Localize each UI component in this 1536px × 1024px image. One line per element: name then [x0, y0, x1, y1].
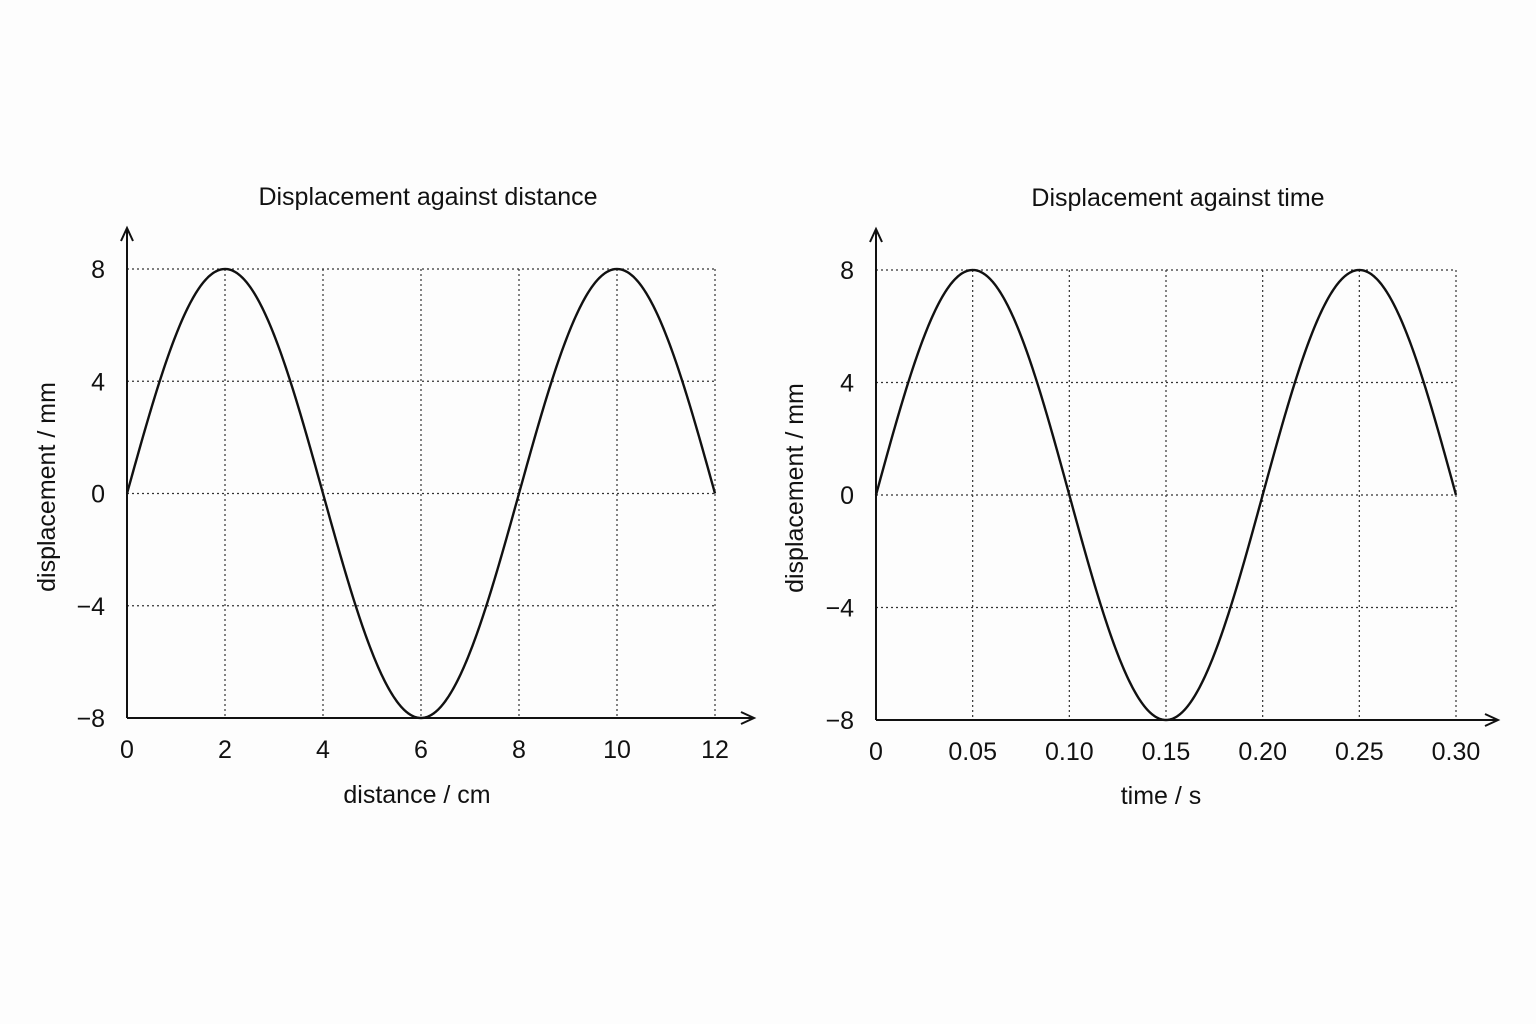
- time-y-tick-label: −4: [825, 595, 854, 623]
- time-x-axis-label: time / s: [1121, 782, 1202, 810]
- time-x-tick-label: 0.20: [1238, 738, 1287, 766]
- time-x-tick-label: 0.30: [1432, 738, 1481, 766]
- time-y-axis-arrow: [869, 226, 883, 243]
- distance-y-axis-label: displacement / mm: [33, 382, 61, 592]
- distance-series-line: [125, 267, 717, 720]
- distance-x-tick-label: 2: [218, 736, 232, 764]
- distance-x-tick-label: 4: [316, 736, 330, 764]
- time-x-tick-label: 0.15: [1142, 738, 1191, 766]
- time-y-tick-label: 4: [840, 370, 854, 398]
- time-series-line: [874, 268, 1458, 722]
- distance-chart-title: Displacement against distance: [258, 183, 597, 211]
- time-chart-title: Displacement against time: [1031, 184, 1324, 212]
- distance-x-tick-label: 0: [120, 736, 134, 764]
- distance-y-tick-label: 0: [91, 481, 105, 509]
- distance-x-tick-label: 12: [701, 736, 729, 764]
- distance-y-tick-label: −4: [76, 593, 105, 621]
- time-x-tick-label: 0.05: [948, 738, 997, 766]
- distance-y-tick-label: 8: [91, 256, 105, 284]
- time-y-tick-label: 8: [840, 257, 854, 285]
- distance-y-axis-arrow: [120, 225, 134, 242]
- distance-x-tick-label: 6: [414, 736, 428, 764]
- time-y-tick-label: −8: [825, 707, 854, 735]
- distance-x-tick-label: 10: [603, 736, 631, 764]
- distance-x-axis-arrow: [740, 711, 757, 725]
- time-x-tick-label: 0.10: [1045, 738, 1094, 766]
- time-x-tick-label: 0.25: [1335, 738, 1384, 766]
- time-y-tick-label: 0: [840, 482, 854, 510]
- distance-chart: 0 2 4 6 8 10 12 −8 −4 0 4 8 Displacement against dis…: [33, 183, 757, 809]
- time-x-axis-arrow: [1484, 713, 1501, 727]
- distance-y-tick-label: 4: [91, 368, 105, 396]
- distance-y-tick-label: −8: [76, 705, 105, 733]
- distance-x-tick-label: 8: [512, 736, 526, 764]
- distance-x-axis-label: distance / cm: [343, 781, 490, 809]
- time-x-tick-label: 0: [869, 738, 883, 766]
- time-y-axis-label: displacement / mm: [781, 383, 809, 593]
- time-chart: 0 0.05 0.10 0.15 0.20 0.25 0.30 −8 −4 0 4 8 Displace…: [781, 184, 1501, 810]
